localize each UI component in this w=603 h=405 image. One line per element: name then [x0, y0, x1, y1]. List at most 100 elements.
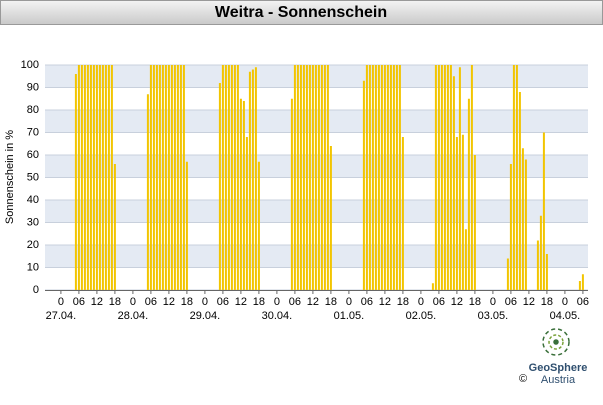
x-tick-label: 06 — [217, 296, 229, 308]
logo-ring — [542, 328, 570, 356]
bar — [389, 65, 392, 290]
x-tick-label: 0 — [418, 296, 424, 308]
y-tick-label: 50 — [27, 171, 39, 183]
day-label: 04.05. — [550, 310, 581, 322]
x-tick-label: 18 — [469, 296, 481, 308]
bar — [104, 65, 107, 290]
bar — [230, 65, 233, 290]
bar — [440, 65, 443, 290]
x-tick-label: 06 — [289, 296, 301, 308]
y-tick-label: 10 — [27, 261, 39, 273]
bar — [368, 65, 371, 290]
x-tick-label: 0 — [58, 296, 64, 308]
bar — [167, 65, 170, 290]
x-tick-label: 06 — [577, 296, 589, 308]
bar — [464, 229, 467, 290]
bar — [92, 65, 95, 290]
y-tick-label: 0 — [33, 284, 39, 296]
bar — [521, 148, 524, 290]
bar — [383, 65, 386, 290]
y-tick-label: 20 — [27, 239, 39, 251]
day-label: 29.04. — [190, 310, 221, 322]
bar — [443, 65, 446, 290]
bar — [170, 65, 173, 290]
bar — [296, 65, 299, 290]
day-label: 28.04. — [118, 310, 149, 322]
bar — [254, 67, 257, 290]
day-label: 01.05. — [334, 310, 365, 322]
bar — [293, 65, 296, 290]
bar — [506, 258, 509, 290]
day-label: 27.04. — [46, 310, 77, 322]
bar — [461, 134, 464, 290]
y-tick-label: 30 — [27, 216, 39, 228]
x-tick-label: 0 — [130, 296, 136, 308]
bar — [458, 67, 461, 290]
bar — [386, 65, 389, 290]
y-tick-label: 70 — [27, 126, 39, 138]
bar — [155, 65, 158, 290]
bar — [77, 65, 80, 290]
bar — [512, 65, 515, 290]
bar — [317, 65, 320, 290]
bar — [113, 164, 116, 290]
day-label: 30.04. — [262, 310, 293, 322]
bar — [311, 65, 314, 290]
logo — [542, 328, 570, 356]
bar — [362, 80, 365, 290]
bar — [545, 254, 548, 290]
title-bar — [0, 0, 603, 25]
logo-sub: Austria — [541, 374, 576, 386]
bar — [302, 65, 305, 290]
x-tick-label: 12 — [451, 296, 463, 308]
y-tick-label: 90 — [27, 81, 39, 93]
bar — [473, 155, 476, 290]
bar — [299, 65, 302, 290]
bar — [161, 65, 164, 290]
bar — [470, 65, 473, 290]
bar — [314, 65, 317, 290]
bar — [539, 215, 542, 290]
y-tick-label: 100 — [21, 59, 39, 71]
bar — [149, 65, 152, 290]
bar — [467, 98, 470, 290]
bar — [251, 69, 254, 290]
x-tick-label: 06 — [505, 296, 517, 308]
bar — [434, 65, 437, 290]
bar — [227, 65, 230, 290]
bar — [242, 101, 245, 290]
x-tick-label: 18 — [541, 296, 553, 308]
bar — [374, 65, 377, 290]
logo-ring — [548, 334, 564, 350]
bar — [239, 98, 242, 290]
x-tick-label: 12 — [379, 296, 391, 308]
bar — [89, 65, 92, 290]
x-tick-label: 06 — [361, 296, 373, 308]
x-tick-label: 18 — [253, 296, 265, 308]
bar — [98, 65, 101, 290]
day-label: 02.05. — [406, 310, 437, 322]
bar — [431, 283, 434, 290]
bar — [95, 65, 98, 290]
bar — [290, 98, 293, 290]
bar — [446, 65, 449, 290]
bar — [365, 65, 368, 290]
x-tick-label: 18 — [325, 296, 337, 308]
bar — [107, 65, 110, 290]
copyright: © — [519, 373, 527, 385]
y-tick-label: 40 — [27, 194, 39, 206]
bar — [401, 137, 404, 290]
bar — [320, 65, 323, 290]
x-tick-label: 12 — [91, 296, 103, 308]
x-tick-label: 12 — [163, 296, 175, 308]
bar — [101, 65, 104, 290]
y-tick-label: 80 — [27, 104, 39, 116]
x-tick-label: 0 — [562, 296, 568, 308]
bar — [542, 132, 545, 290]
bar — [146, 94, 149, 290]
x-tick-label: 0 — [490, 296, 496, 308]
bar — [518, 92, 521, 290]
bar — [221, 65, 224, 290]
bar — [218, 83, 221, 290]
logo-dot — [553, 339, 559, 345]
